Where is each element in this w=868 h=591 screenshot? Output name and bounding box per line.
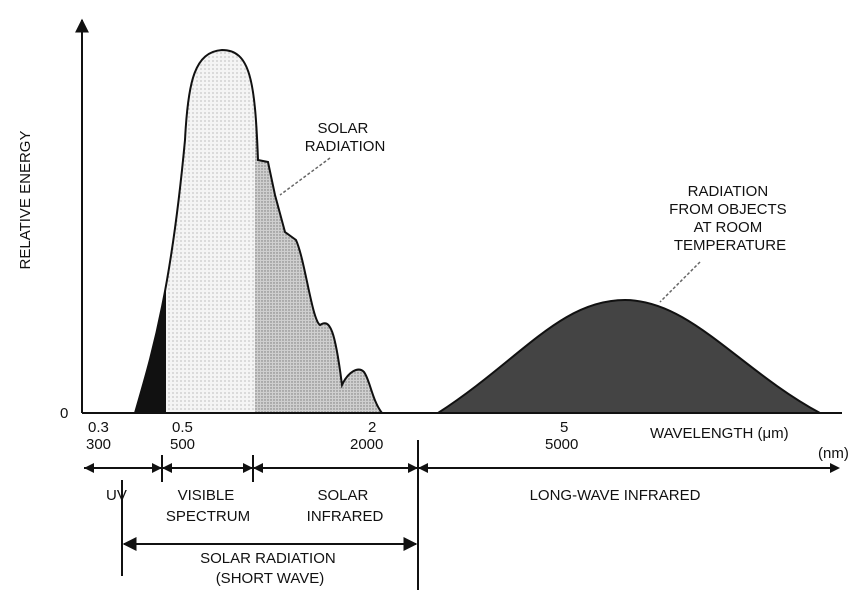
- solar-annotation: SOLAR RADIATION: [305, 120, 386, 155]
- solar-curve: [134, 48, 383, 414]
- region-label: SOLAR RADIATION (SHORT WAVE): [200, 550, 340, 587]
- leader: [659, 261, 701, 303]
- origin-label: 0: [60, 405, 68, 422]
- leader: [279, 157, 331, 196]
- region-label: VISIBLE SPECTRUM: [166, 487, 250, 525]
- x-axis-label: WAVELENGTH (μm): [650, 425, 789, 442]
- room-annotation: RADIATION FROM OBJECTS AT ROOM TEMPERATU…: [669, 183, 791, 254]
- x-axis-unit: (nm): [818, 445, 849, 462]
- tick-um: 5: [560, 419, 568, 436]
- room-curve: [434, 298, 821, 414]
- tick-um: 0.5: [172, 419, 193, 436]
- tick-nm: 300: [86, 436, 111, 453]
- tick-nm: 5000: [545, 436, 578, 453]
- tick-um: 0.3: [88, 419, 109, 436]
- region-label: UV: [106, 487, 127, 504]
- tick-nm: 500: [170, 436, 195, 453]
- region-label: SOLAR INFRARED: [307, 487, 384, 525]
- tick-um: 2: [368, 419, 376, 436]
- region-label: LONG-WAVE INFRARED: [530, 487, 701, 504]
- solar-curve-fill: [135, 50, 382, 413]
- y-axis-label: RELATIVE ENERGY: [17, 131, 34, 270]
- tick-nm: 2000: [350, 436, 383, 453]
